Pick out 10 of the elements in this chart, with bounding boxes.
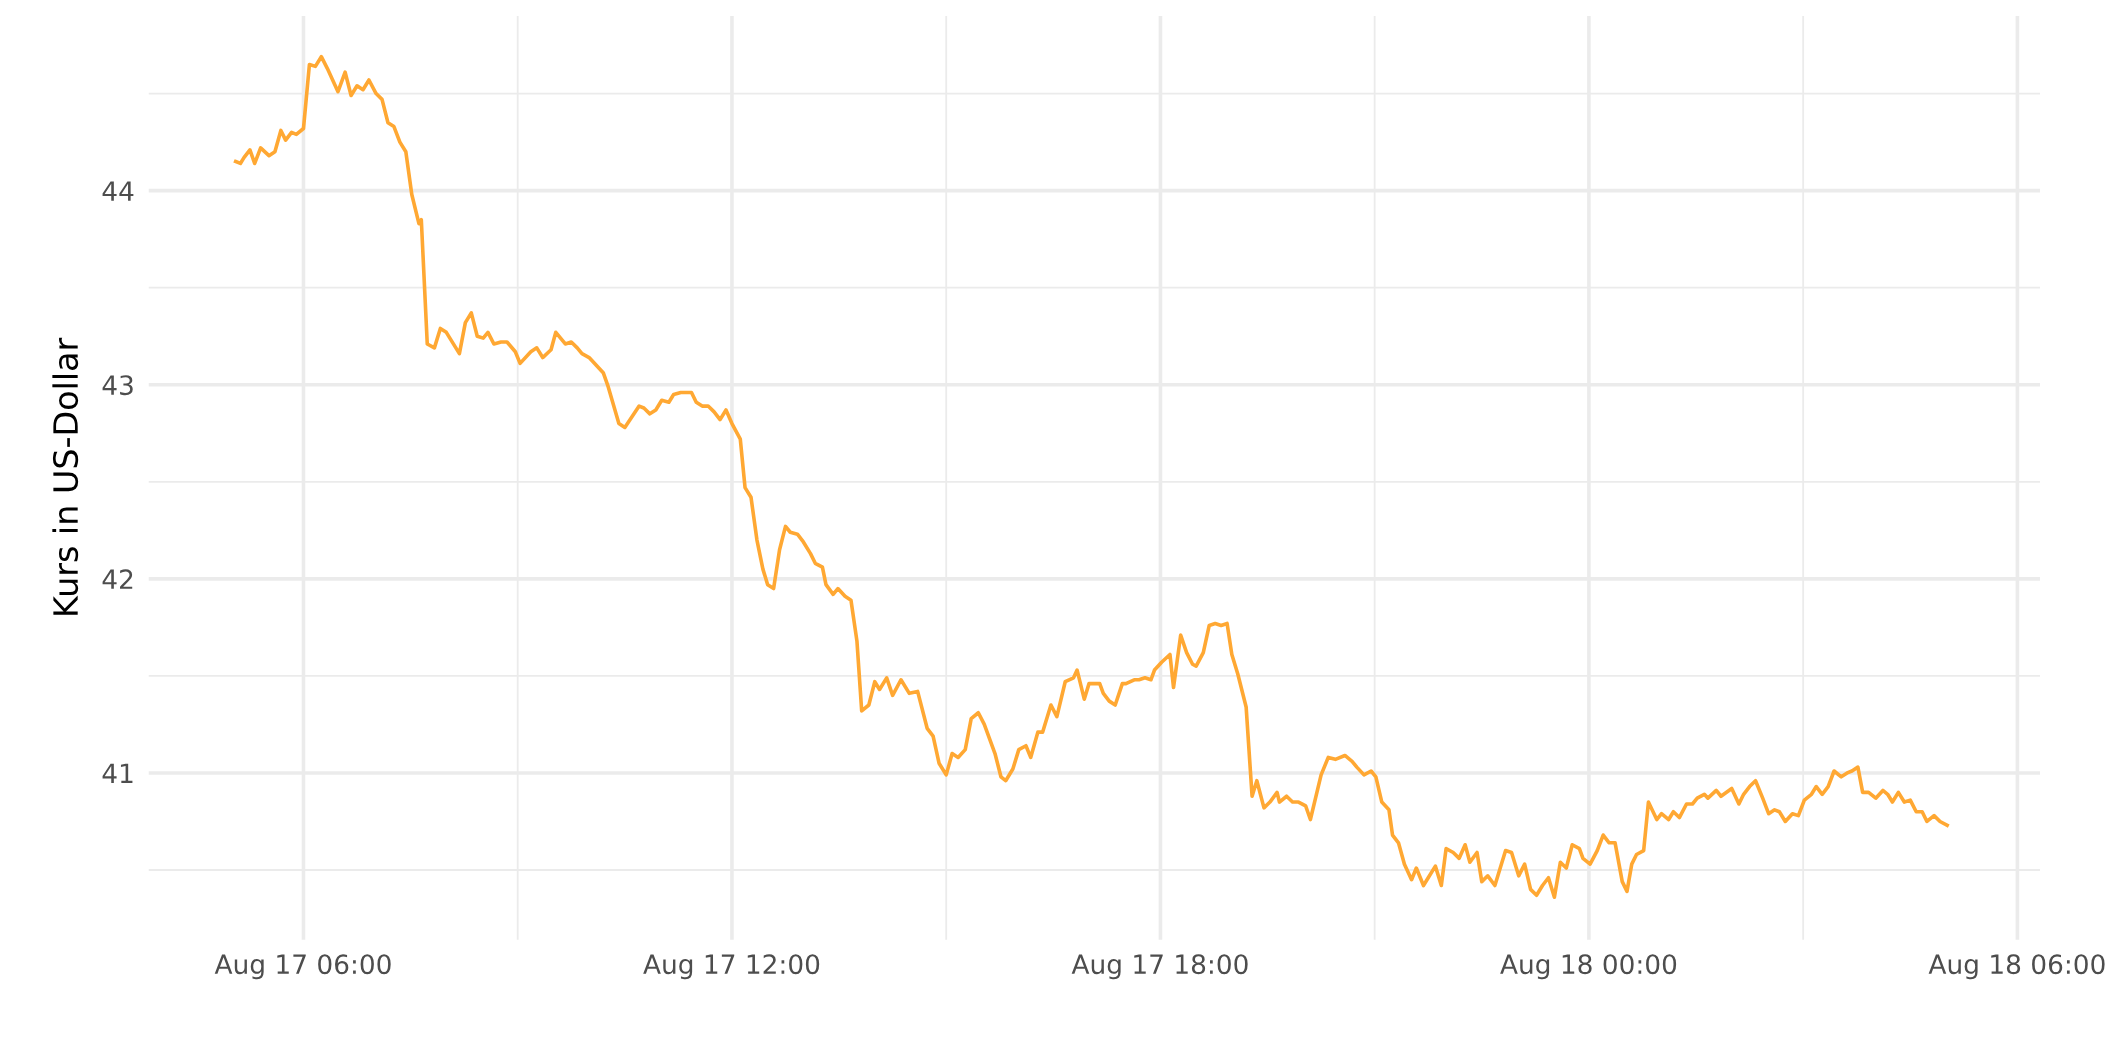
x-tick-label: Aug 18 00:00	[1500, 954, 1677, 980]
y-axis-title: Kurs in US-Dollar	[52, 337, 79, 615]
y-tick-label: 44	[102, 181, 134, 201]
y-tick-label: 42	[102, 569, 133, 589]
x-tick-label: Aug 17 06:00	[214, 954, 391, 980]
y-tick-label: 43	[102, 375, 133, 396]
x-tick-label: Aug 17 18:00	[1071, 954, 1248, 980]
x-tick-label: Aug 17 12:00	[643, 954, 820, 980]
y-tick-label: 41	[102, 763, 133, 783]
x-tick-label: Aug 18 06:00	[1928, 954, 2105, 980]
